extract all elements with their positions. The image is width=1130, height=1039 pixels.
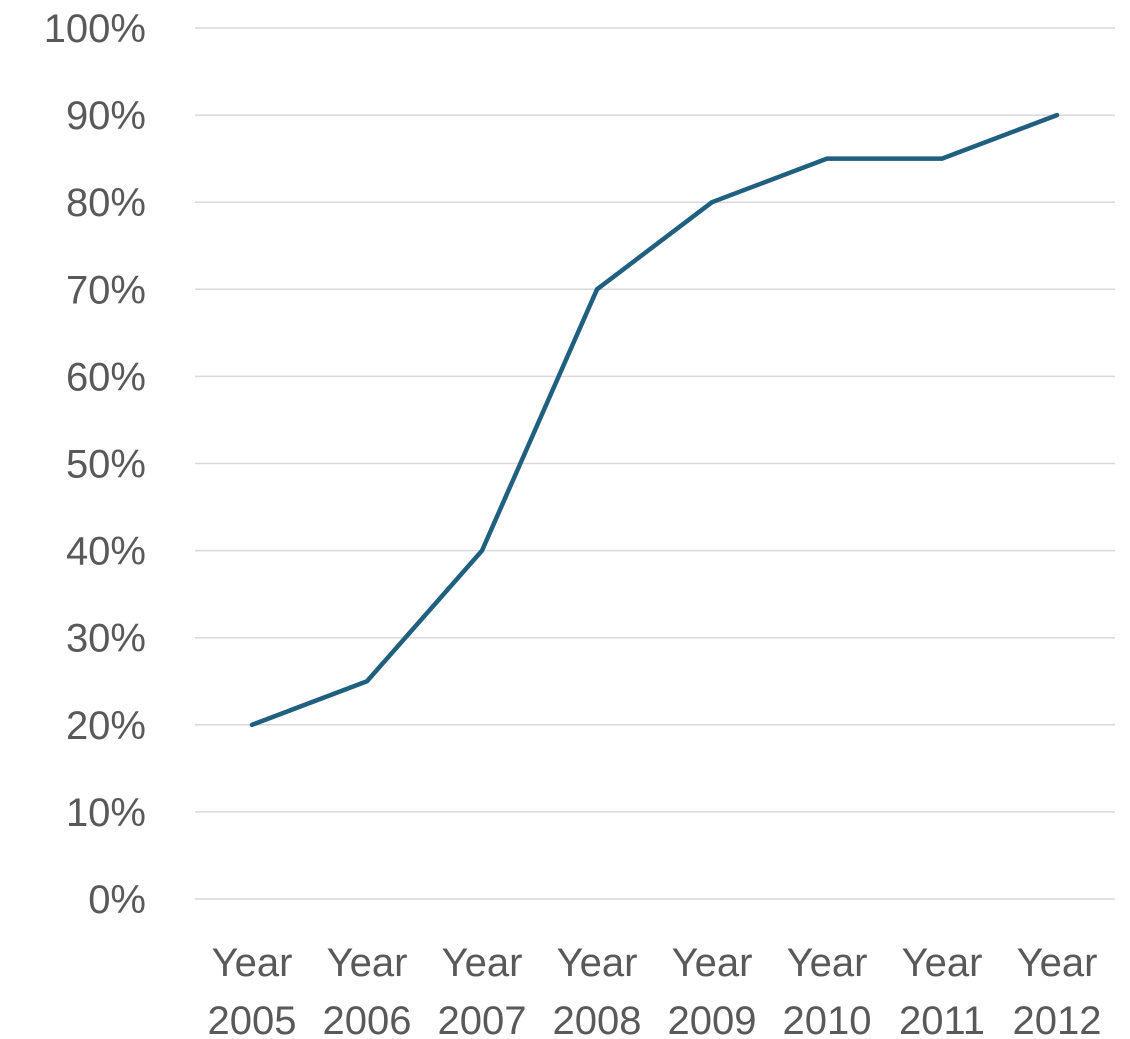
x-tick-label: 2010 xyxy=(783,999,872,1039)
series-layer xyxy=(249,112,1060,728)
series-line-0 xyxy=(249,112,1060,728)
x-tick-label: 2011 xyxy=(899,999,985,1039)
data-point xyxy=(250,722,254,727)
y-tick-label: 10% xyxy=(66,791,146,835)
y-tick-label: 30% xyxy=(66,617,146,661)
x-tick-label: Year xyxy=(787,941,868,985)
data-point xyxy=(825,156,829,161)
x-tick-label: 2005 xyxy=(208,999,297,1039)
y-tick-label: 0% xyxy=(88,878,146,922)
y-axis: 0% 10% 20% 30% 40% 50% 60% 70% 80% 90% 100% xyxy=(44,7,146,922)
y-tick-label: 20% xyxy=(66,704,146,748)
data-point xyxy=(940,156,944,161)
y-tick-label: 70% xyxy=(66,268,146,312)
data-point xyxy=(595,287,599,292)
x-tick-label: Year xyxy=(902,941,983,985)
data-point xyxy=(365,679,369,684)
x-tick-label: Year xyxy=(442,941,523,985)
y-tick-label: 90% xyxy=(66,94,146,138)
y-tick-label: 100% xyxy=(44,7,146,51)
data-point xyxy=(1055,113,1059,118)
data-point xyxy=(710,200,714,205)
x-tick-label: 2009 xyxy=(668,999,757,1039)
x-tick-label: Year xyxy=(1017,941,1098,985)
x-tick-label: 2006 xyxy=(323,999,412,1039)
x-axis: Year 2005 Year 2006 Year 2007 Year 2008 Year 2009… xyxy=(208,941,1102,1039)
x-tick-label: Year xyxy=(327,941,408,985)
x-tick-label: Year xyxy=(672,941,753,985)
y-tick-label: 80% xyxy=(66,181,146,225)
x-tick-label: Year xyxy=(557,941,638,985)
gridlines xyxy=(195,27,1115,900)
y-tick-label: 40% xyxy=(66,530,146,574)
x-tick-label: 2007 xyxy=(438,999,527,1039)
y-tick-label: 60% xyxy=(66,355,146,399)
y-tick-label: 50% xyxy=(66,443,146,487)
data-point xyxy=(480,548,484,553)
x-tick-label: 2008 xyxy=(553,999,642,1039)
x-tick-label: Year xyxy=(212,941,293,985)
x-tick-label: 2012 xyxy=(1013,999,1102,1039)
